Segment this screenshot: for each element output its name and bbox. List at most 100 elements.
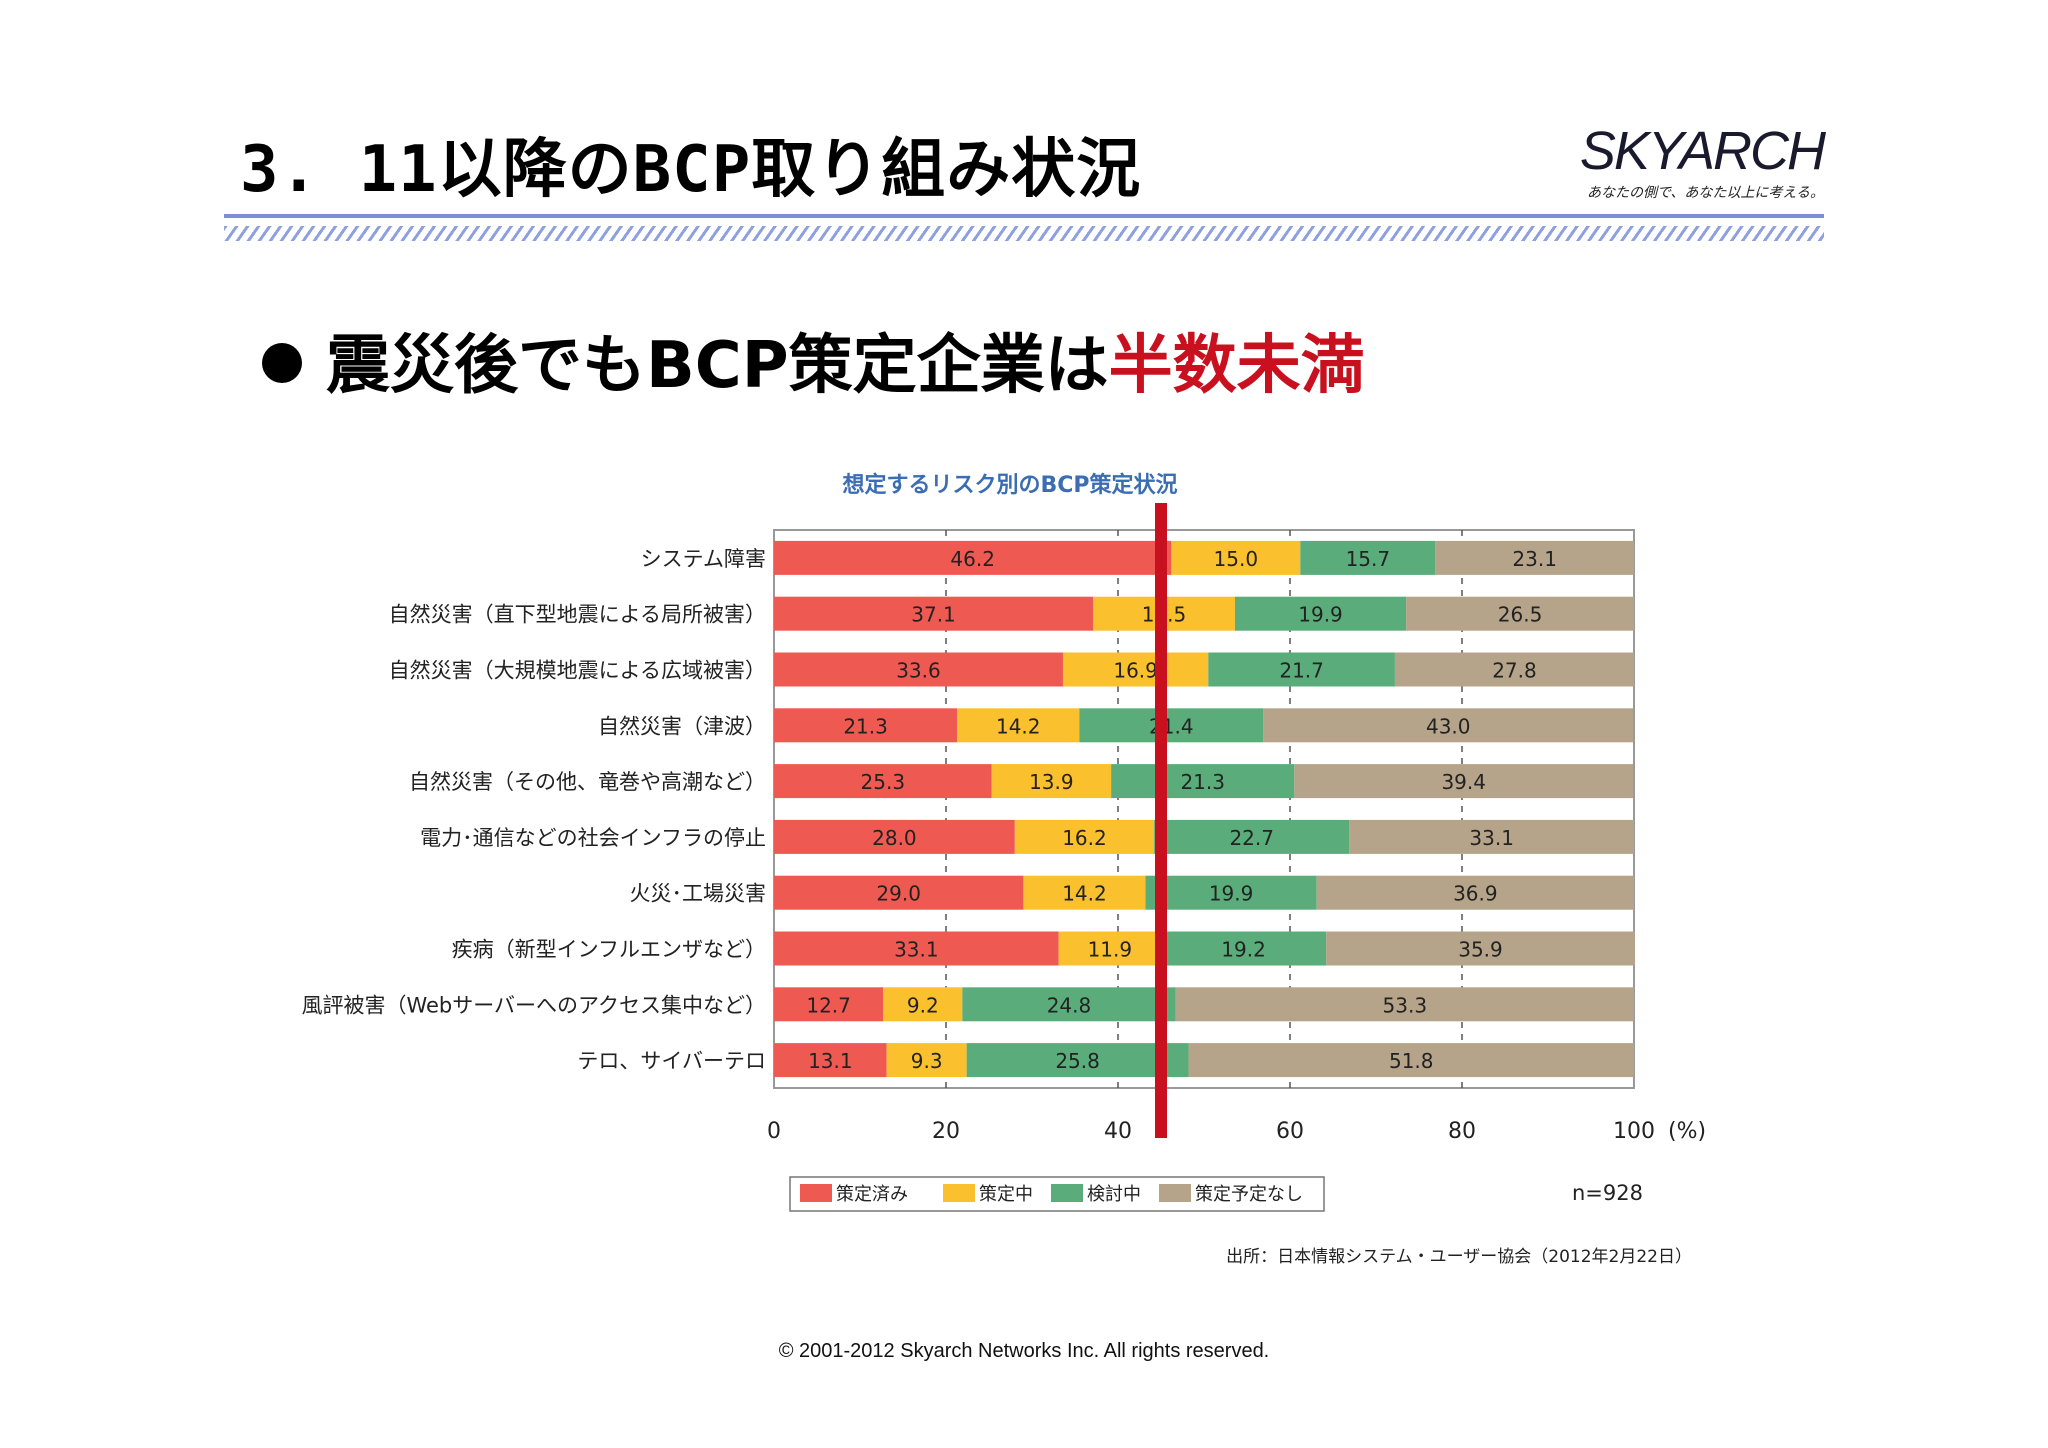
x-tick-label: 60 xyxy=(1276,1119,1304,1144)
bar-segment-4 xyxy=(1435,540,1634,575)
bar-segment-2 xyxy=(1171,540,1301,575)
bar-segment-2 xyxy=(1058,931,1161,966)
legend-label: 策定中 xyxy=(979,1184,1033,1205)
bar-segment-3 xyxy=(1300,540,1436,575)
bar-segment-3 xyxy=(1208,652,1395,687)
bar-segment-1 xyxy=(774,596,1094,631)
data-label: 33.6 xyxy=(896,659,941,683)
data-label: 13.1 xyxy=(808,1049,853,1073)
data-label: 19.9 xyxy=(1209,882,1254,906)
bar-segment-3 xyxy=(1234,596,1407,631)
bar-segment-3 xyxy=(1154,819,1350,854)
legend-label: 策定予定なし xyxy=(1195,1184,1303,1205)
category-label: 自然災害（その他、竜巻や高潮など） xyxy=(409,770,766,794)
bar-segment-2 xyxy=(957,708,1080,743)
bar-segment-1 xyxy=(774,987,884,1022)
bar-segment-1 xyxy=(774,708,958,743)
bar-segment-1 xyxy=(774,875,1024,910)
data-label: 12.7 xyxy=(806,993,851,1017)
legend-swatch xyxy=(800,1184,832,1202)
data-label: 28.0 xyxy=(872,826,917,850)
x-tick-label: 20 xyxy=(932,1119,960,1144)
data-label: 33.1 xyxy=(894,938,939,962)
slide-title: 3. 11以降のBCP取り組み状況 xyxy=(240,133,1142,207)
bullet-point: 震災後でもBCP策定企業は半数未満 xyxy=(262,326,1365,406)
bar-segment-1 xyxy=(774,1043,887,1078)
data-label: 51.8 xyxy=(1389,1049,1434,1073)
x-tick-label: 40 xyxy=(1104,1119,1132,1144)
bar-segment-3 xyxy=(1161,931,1327,966)
source-note: 出所：日本情報システム・ユーザー協会（2012年2月22日） xyxy=(1226,1247,1692,1267)
data-label: 33.1 xyxy=(1469,826,1514,850)
copyright-footer: © 2001-2012 Skyarch Networks Inc. All ri… xyxy=(778,1340,1270,1362)
category-label: 火災･工場災害 xyxy=(630,882,767,906)
bar-segment-1 xyxy=(774,931,1059,966)
legend-swatch xyxy=(1051,1184,1083,1202)
data-label: 16.9 xyxy=(1113,659,1158,683)
bar-segment-4 xyxy=(1406,596,1634,631)
bar-segment-2 xyxy=(991,764,1112,799)
x-tick-label: 80 xyxy=(1448,1119,1476,1144)
chart-title: 想定するリスク別のBCP策定状況 xyxy=(842,472,1177,498)
bar-segment-2 xyxy=(1023,875,1146,910)
data-label: 25.8 xyxy=(1055,1049,1100,1073)
data-label: 35.9 xyxy=(1458,938,1503,962)
logo-tagline: あなたの側で、あなた以上に考える。 xyxy=(1586,185,1824,201)
data-label: 37.1 xyxy=(911,603,956,627)
data-label: 21.3 xyxy=(1180,770,1225,794)
data-label: 19.2 xyxy=(1221,938,1266,962)
bar-segment-2 xyxy=(1014,819,1155,854)
title-underline xyxy=(224,214,1824,218)
data-label: 22.7 xyxy=(1229,826,1274,850)
data-label: 39.4 xyxy=(1441,770,1486,794)
sample-size-note: n=928 xyxy=(1572,1181,1643,1205)
bar-segment-4 xyxy=(1316,875,1634,910)
data-label: 13.9 xyxy=(1029,770,1074,794)
bar-segment-1 xyxy=(774,764,992,799)
x-tick-label: 0 xyxy=(767,1119,781,1144)
data-label: 43.0 xyxy=(1426,714,1471,738)
data-label: 19.9 xyxy=(1298,603,1343,627)
bar-segment-4 xyxy=(1326,931,1635,966)
legend-swatch xyxy=(1159,1184,1191,1202)
data-label: 53.3 xyxy=(1383,993,1428,1017)
data-label: 16.2 xyxy=(1062,826,1107,850)
category-label: 自然災害（直下型地震による局所被害） xyxy=(389,603,766,627)
bar-segment-4 xyxy=(1188,1043,1634,1078)
data-label: 29.0 xyxy=(876,882,921,906)
bar-segment-1 xyxy=(774,819,1015,854)
x-tick-label: 100 xyxy=(1613,1119,1655,1144)
data-label: 36.9 xyxy=(1453,882,1498,906)
bar-segment-2 xyxy=(883,987,963,1022)
data-label: 24.8 xyxy=(1047,993,1092,1017)
data-label: 9.2 xyxy=(907,993,939,1017)
bar-segment-1 xyxy=(774,540,1172,575)
data-label: 11.9 xyxy=(1088,938,1133,962)
category-label: テロ、サイバーテロ xyxy=(577,1049,766,1073)
legend-label: 策定済み xyxy=(836,1184,908,1205)
data-label: 25.3 xyxy=(861,770,906,794)
bar-segment-2 xyxy=(886,1043,967,1078)
bar-segment-3 xyxy=(962,987,1176,1022)
data-label: 27.8 xyxy=(1492,659,1537,683)
bar-segment-3 xyxy=(966,1043,1189,1078)
legend-swatch xyxy=(943,1184,975,1202)
legend-label: 検討中 xyxy=(1087,1184,1141,1205)
bullet-highlight: 半数未満 xyxy=(1108,329,1365,403)
category-label: 風評被害（Webサーバーへのアクセス集中など） xyxy=(301,993,766,1017)
bar-segment-2 xyxy=(1062,652,1209,687)
data-label: 21.3 xyxy=(843,714,888,738)
bar-segment-4 xyxy=(1294,764,1634,799)
x-axis-unit: (%) xyxy=(1668,1119,1706,1144)
bar-segment-1 xyxy=(774,652,1063,687)
data-label: 15.7 xyxy=(1346,547,1391,571)
data-label: 15.0 xyxy=(1214,547,1259,571)
bar-segment-4 xyxy=(1349,819,1634,854)
bar-segment-3 xyxy=(1079,708,1264,743)
bar-segment-4 xyxy=(1175,987,1634,1022)
category-label: 自然災害（大規模地震による広域被害） xyxy=(389,659,766,683)
data-label: 46.2 xyxy=(950,547,995,571)
data-label: 14.2 xyxy=(1062,882,1107,906)
data-label: 14.2 xyxy=(996,714,1041,738)
